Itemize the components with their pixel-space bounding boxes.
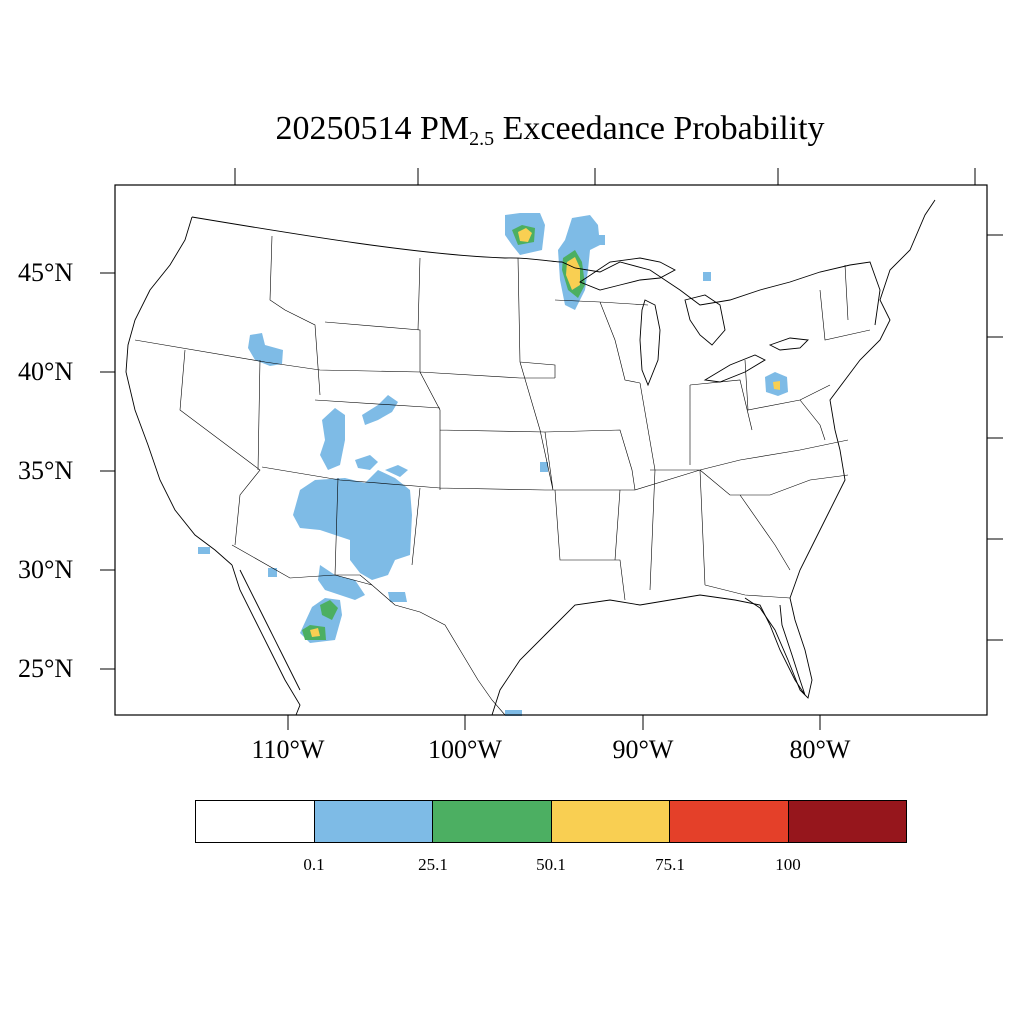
prob-area-mexico-green bbox=[320, 600, 338, 620]
prob-area-colorado bbox=[320, 408, 345, 470]
prob-area-michigan bbox=[703, 272, 711, 281]
florida bbox=[744, 597, 813, 699]
gulf-coast bbox=[491, 594, 806, 716]
title-subscript: 2.5 bbox=[469, 128, 495, 150]
legend-swatch-0 bbox=[196, 801, 315, 842]
prob-area-california bbox=[198, 547, 210, 554]
prob-area-mexico-yellow bbox=[310, 628, 320, 637]
baja-peninsula bbox=[231, 564, 301, 716]
prob-area-missouri bbox=[540, 462, 548, 472]
prob-area-southwest-2 bbox=[318, 565, 365, 600]
lat-label-35: 35°N bbox=[18, 456, 74, 485]
lat-label-25: 25°N bbox=[18, 654, 74, 683]
prob-area-southwest bbox=[293, 470, 412, 580]
map-ticks bbox=[100, 168, 1003, 730]
pacific-coast bbox=[125, 216, 233, 566]
legend-swatch-4 bbox=[670, 801, 789, 842]
lake-erie bbox=[703, 354, 766, 383]
mexico-mainland-coast bbox=[239, 569, 301, 691]
probability-areas bbox=[198, 213, 788, 716]
lon-label-110: 110°W bbox=[251, 735, 325, 764]
lake-huron bbox=[684, 294, 726, 346]
basemap-lines bbox=[125, 199, 936, 716]
legend-swatch-1 bbox=[314, 801, 433, 842]
map-title: 20250514 PM2.5 Exceedance Probability bbox=[0, 110, 1024, 151]
prob-area-north-dakota-yellow bbox=[518, 228, 532, 242]
title-prefix: 20250514 PM bbox=[275, 110, 470, 147]
atlantic-coast bbox=[789, 199, 936, 599]
legend-tick-4: 100 bbox=[775, 855, 801, 874]
legend-swatch-3 bbox=[551, 801, 670, 842]
lake-michigan bbox=[639, 299, 661, 387]
mexico-border bbox=[231, 544, 506, 716]
legend-tick-0: 0.1 bbox=[303, 855, 325, 874]
map-frame bbox=[114, 184, 988, 716]
lat-label-40: 40°N bbox=[18, 357, 74, 386]
legend-swatch-5 bbox=[788, 801, 906, 842]
prob-area-minnesota-2 bbox=[596, 235, 605, 245]
lon-label-100: 100°W bbox=[428, 735, 502, 764]
prob-area-pennsylvania-yellow bbox=[773, 381, 780, 390]
prob-area-colorado-2 bbox=[362, 395, 398, 425]
state-borders bbox=[134, 235, 871, 601]
prob-area-texas bbox=[388, 592, 407, 602]
prob-area-idaho bbox=[248, 333, 283, 366]
lon-label-90: 90°W bbox=[612, 735, 674, 764]
prob-area-colorado-3 bbox=[355, 455, 378, 470]
legend-tick-2: 50.1 bbox=[536, 855, 566, 874]
prob-area-colorado-4 bbox=[385, 465, 408, 477]
prob-area-mexico-small bbox=[268, 568, 277, 577]
lon-label-80: 80°W bbox=[789, 735, 851, 764]
legend-tick-1: 25.1 bbox=[418, 855, 448, 874]
color-legend bbox=[195, 800, 907, 843]
lat-label-30: 30°N bbox=[18, 555, 74, 584]
lake-ontario bbox=[768, 337, 809, 351]
lat-label-45: 45°N bbox=[18, 258, 74, 287]
canada-border bbox=[191, 216, 881, 326]
legend-tick-3: 75.1 bbox=[655, 855, 685, 874]
lake-superior bbox=[579, 257, 676, 291]
legend-swatch-2 bbox=[433, 801, 552, 842]
title-suffix: Exceedance Probability bbox=[494, 110, 825, 147]
